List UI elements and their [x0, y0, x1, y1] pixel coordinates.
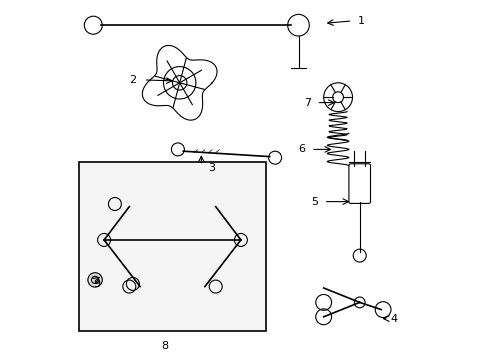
Circle shape — [88, 273, 102, 287]
Text: 2: 2 — [129, 75, 136, 85]
Text: 5: 5 — [311, 197, 318, 207]
Text: 3: 3 — [208, 163, 215, 173]
Text: 8: 8 — [162, 341, 168, 351]
Text: 4: 4 — [389, 314, 397, 324]
Text: 9: 9 — [93, 279, 100, 289]
Bar — [79, 162, 265, 331]
Text: 1: 1 — [357, 16, 364, 26]
Text: 6: 6 — [298, 144, 305, 154]
Text: 7: 7 — [304, 98, 310, 108]
